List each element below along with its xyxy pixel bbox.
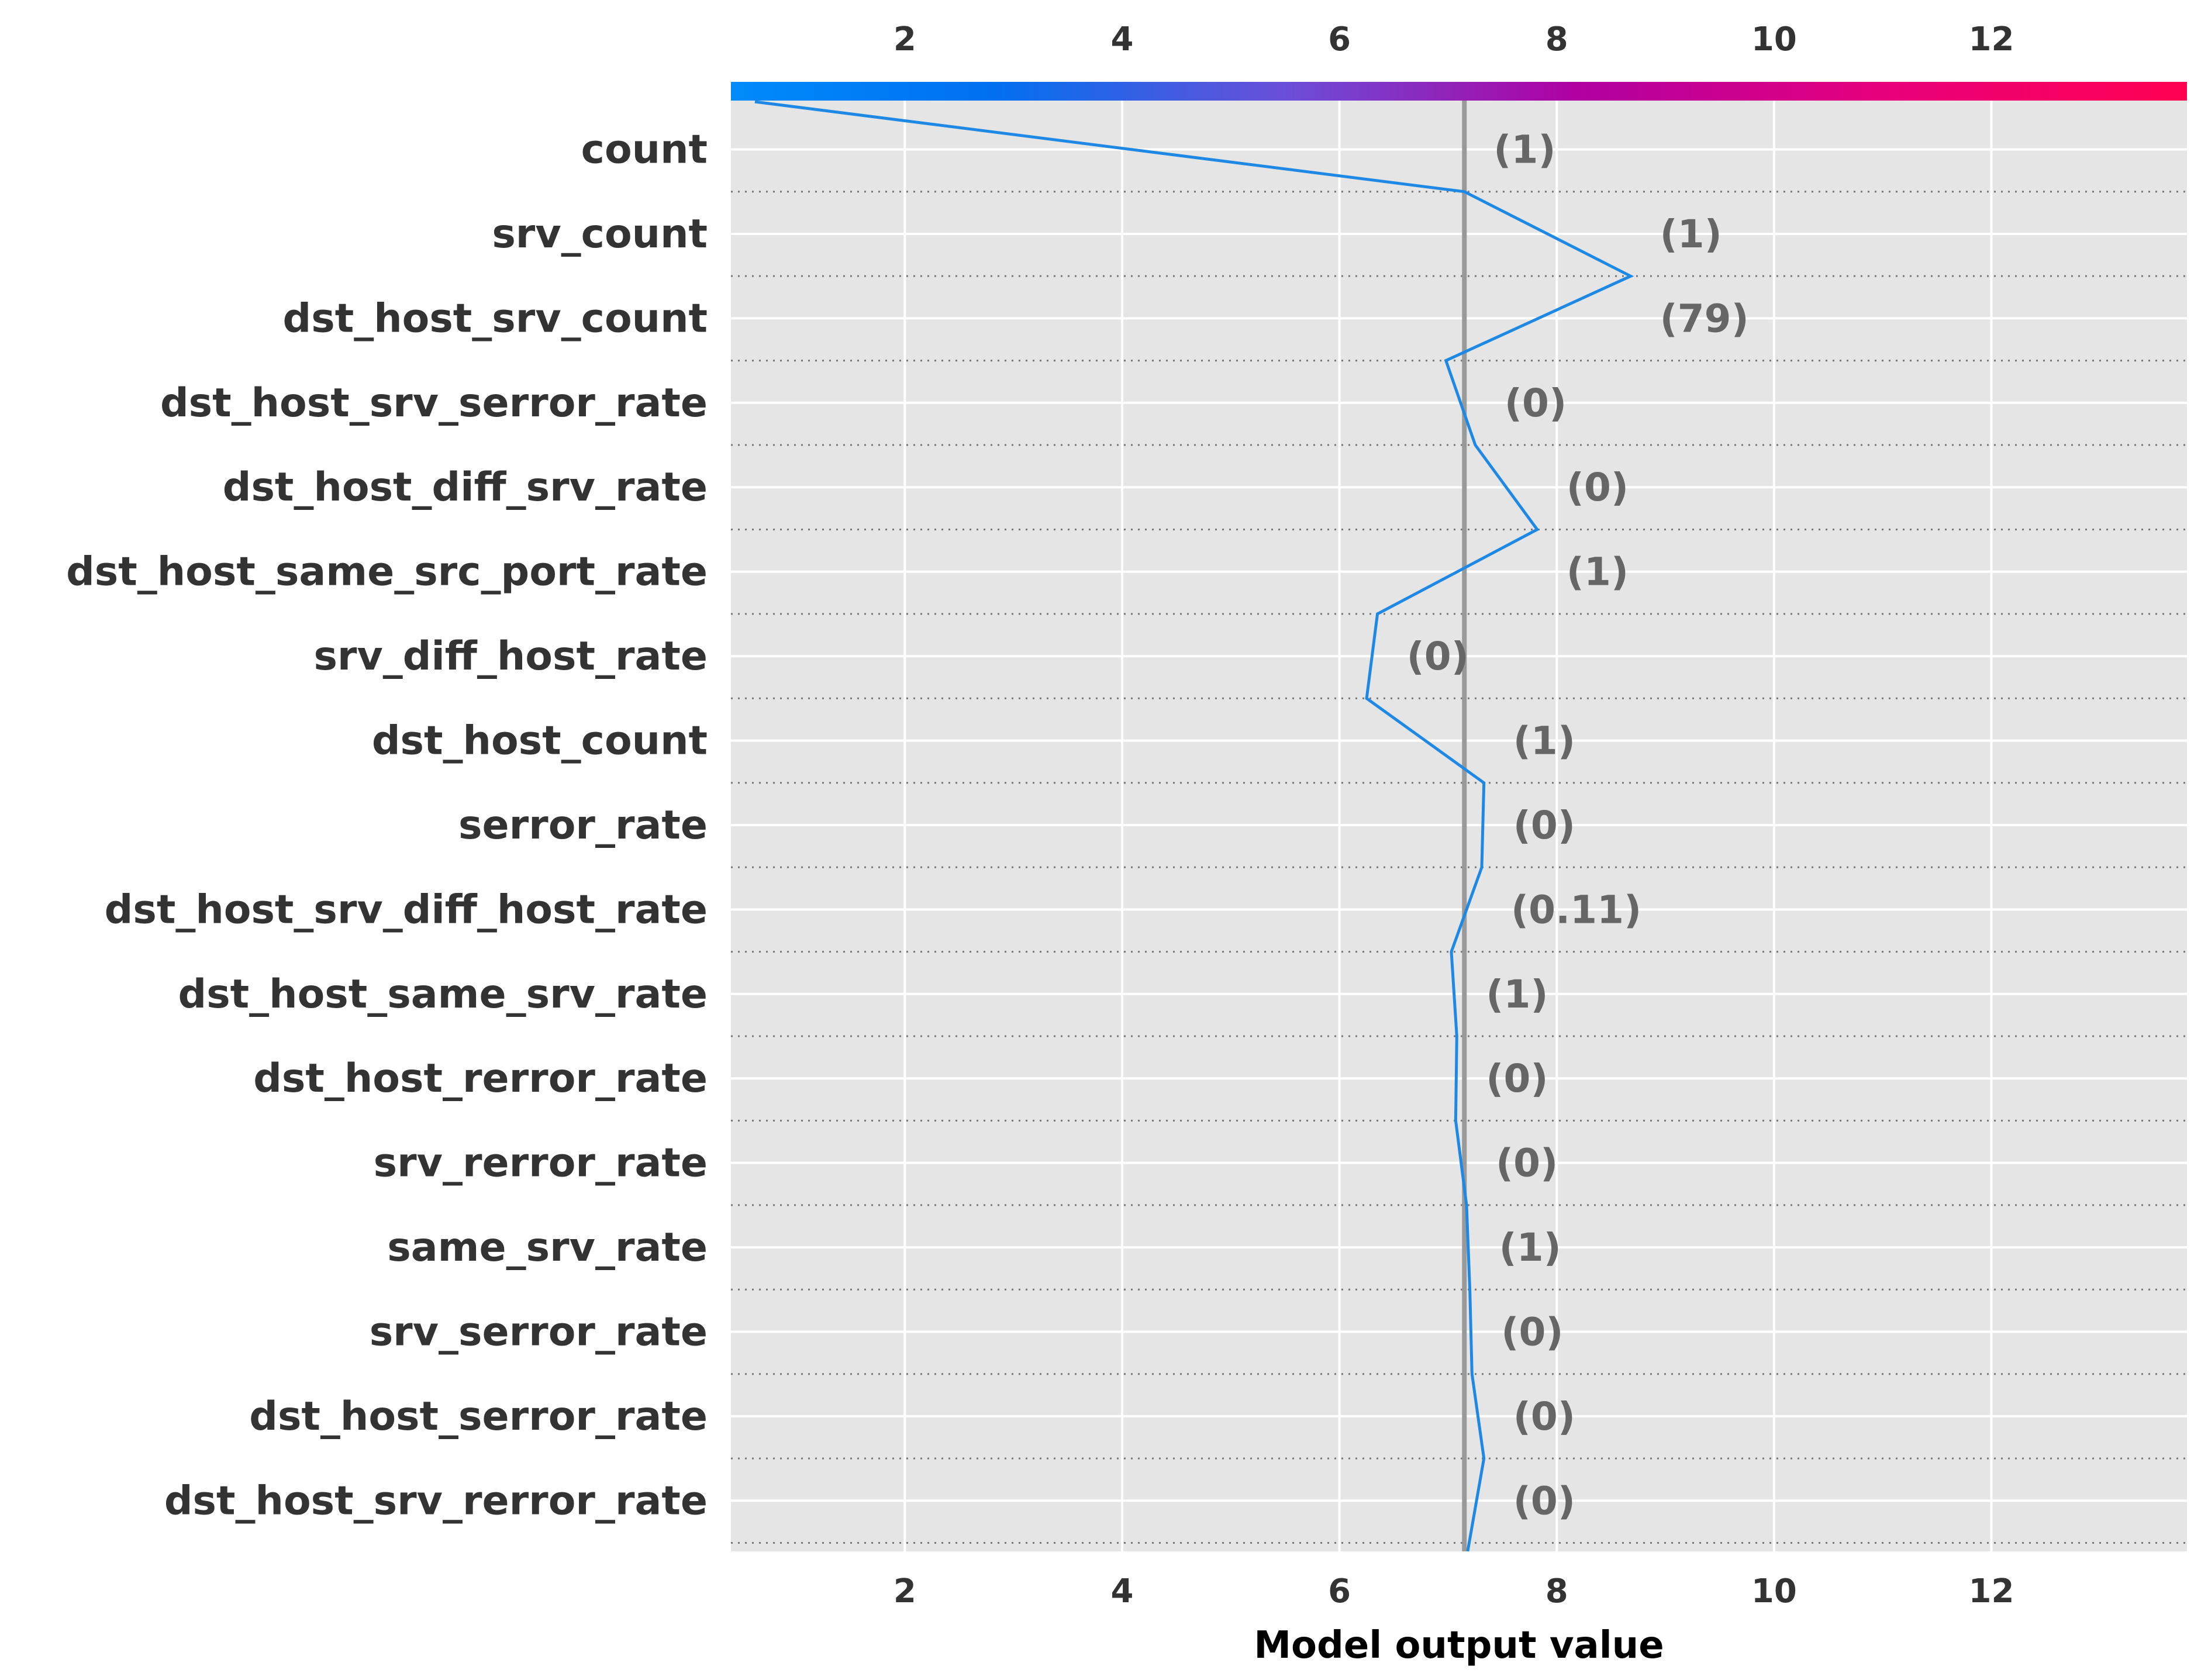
value-label: (0) [1505,381,1567,426]
feature-label: same_srv_rate [387,1224,708,1271]
value-label: (1) [1513,719,1575,764]
value-label: (0) [1501,1309,1563,1354]
tick-label-bottom: 4 [1110,1572,1133,1610]
decision-path [754,100,1634,1552]
feature-label: dst_host_srv_rerror_rate [164,1478,708,1524]
colorbar [731,82,2187,101]
tick-label-top: 8 [1545,20,1568,58]
tick-label-bottom: 6 [1328,1572,1351,1610]
tick-label-top: 4 [1110,20,1133,58]
tick-label-top: 6 [1328,20,1351,58]
value-label: (1) [1567,550,1629,595]
value-label: (0.11) [1511,887,1641,932]
feature-label: srv_serror_rate [370,1309,708,1355]
value-label: (1) [1486,972,1548,1017]
x-ticks: 2 2 4 4 6 6 8 8 10 10 12 12 [893,20,2014,1610]
value-label: (0) [1513,803,1575,848]
value-label: (0) [1496,1141,1558,1186]
value-label: (1) [1499,1225,1561,1270]
feature-label: srv_count [492,211,708,257]
value-label: (0) [1407,634,1469,679]
feature-label: dst_host_same_src_port_rate [66,549,708,595]
value-label: (1) [1493,127,1555,173]
feature-label: dst_host_srv_serror_rate [160,380,708,426]
value-label: (0) [1513,1478,1575,1523]
feature-label: dst_host_diff_srv_rate [223,464,708,510]
feature-label: dst_host_srv_count [283,295,708,341]
feature-label: dst_host_count [372,718,708,764]
feature-label: srv_rerror_rate [374,1140,708,1186]
tick-label-bottom: 8 [1545,1572,1568,1610]
grid [731,82,2187,1551]
feature-label: dst_host_srv_diff_host_rate [105,886,708,933]
tick-label-top: 10 [1751,20,1797,58]
tick-label-bottom: 10 [1751,1572,1797,1610]
feature-label: dst_host_same_srv_rate [178,971,708,1017]
value-label: (79) [1660,296,1749,341]
feature-label: srv_diff_host_rate [313,633,708,679]
tick-label-top: 2 [893,20,916,58]
tick-label-top: 12 [1969,20,2014,58]
feature-label: dst_host_rerror_rate [253,1055,708,1102]
value-label: (0) [1567,465,1629,510]
value-label: (0) [1486,1056,1548,1101]
decision-path-group [754,100,1634,1552]
feature-label: count [581,127,708,173]
tick-label-bottom: 2 [893,1572,916,1610]
x-axis-title: Model output value [1254,1624,1664,1667]
value-label: (0) [1513,1394,1575,1439]
feature-labels: count srv_count dst_host_srv_count dst_host… [66,127,708,1524]
value-labels: (1)(1)(79)(0)(0)(1)(0)(1)(0)(0.11)(1)(0)… [1407,127,1749,1524]
tick-label-bottom: 12 [1969,1572,2014,1610]
feature-label: serror_rate [458,802,708,848]
value-label: (1) [1660,212,1722,257]
feature-label: dst_host_serror_rate [249,1393,708,1440]
plot-background [731,82,2187,1551]
